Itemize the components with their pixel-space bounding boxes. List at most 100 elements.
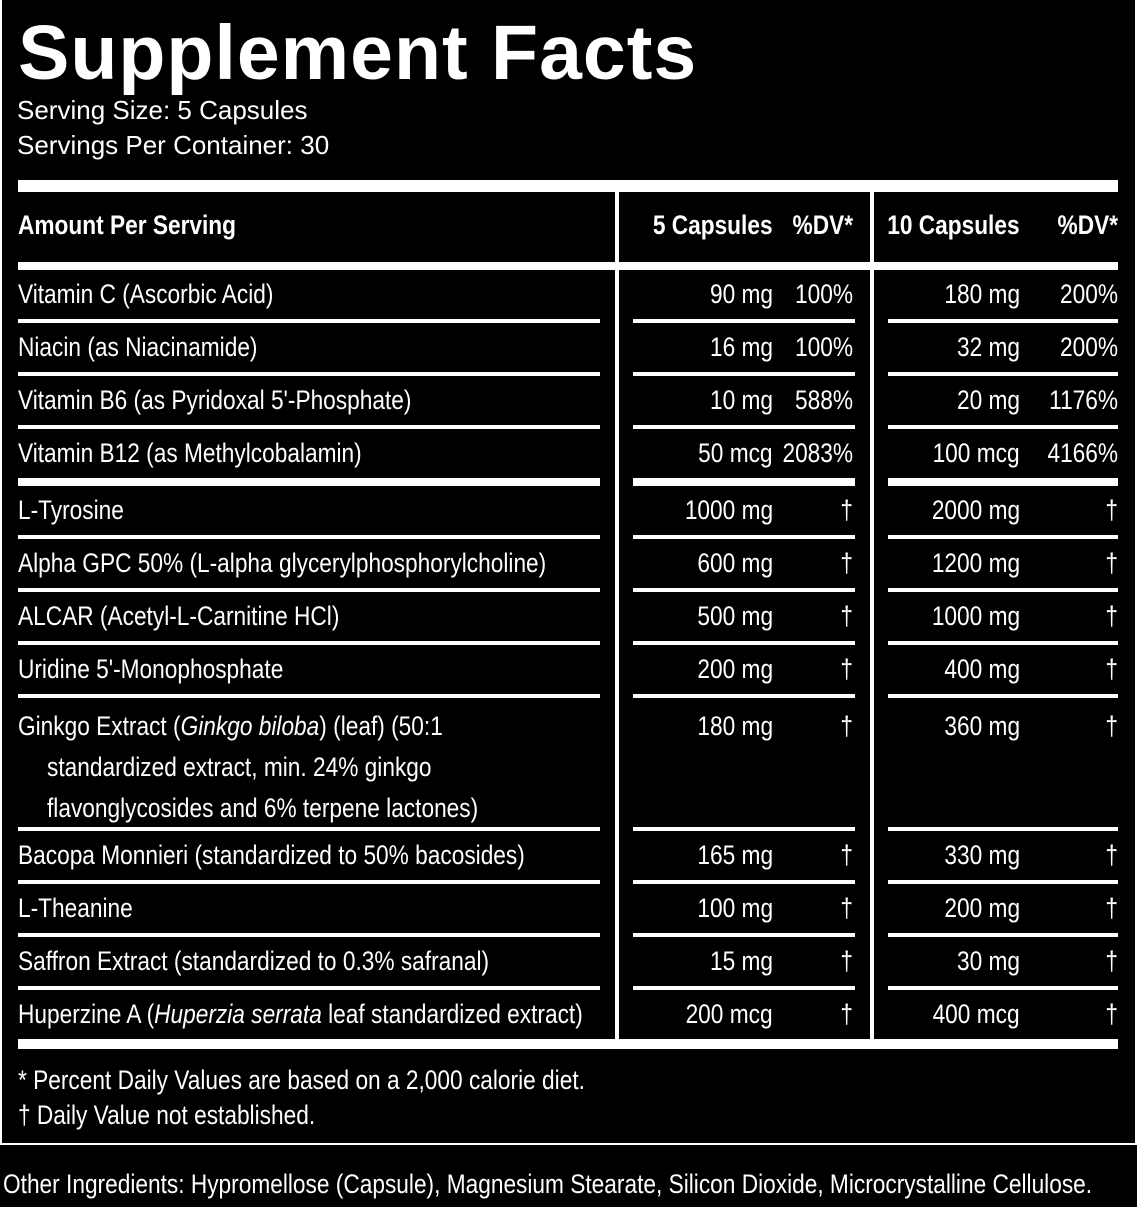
name-segment: ALCAR (Acetyl-L-Carnitine HCl): [18, 601, 340, 631]
dv-5-capsules-cell: †: [838, 937, 853, 990]
amount-10-capsules-cell: 1000 mg: [915, 592, 1020, 645]
header-thick-rule: [18, 262, 1118, 270]
amount-10-capsules: 1000 mg: [931, 601, 1020, 631]
dv-5-capsules: 588%: [794, 385, 853, 415]
amount-5-capsules: 50 mcg: [698, 438, 773, 468]
ingredient-name-line: standardized extract, min. 24% ginkgo: [18, 749, 560, 790]
table-row: Saffron Extract (standardized to 0.3% sa…: [18, 937, 1118, 990]
dv-10-capsules-cell: 200%: [1049, 323, 1118, 376]
table-row: L-Theanine 100 mg † 200 mg †: [18, 884, 1118, 937]
dv-10-capsules-cell: †: [1103, 592, 1118, 645]
dv-10-capsules-cell: †: [1103, 937, 1118, 990]
ingredient-name-text: Saffron Extract (standardized to 0.3% sa…: [18, 937, 489, 986]
dv-5-capsules: †: [840, 893, 853, 923]
ingredient-name: L-Theanine: [18, 884, 155, 937]
dv-5-capsules: 100%: [794, 332, 853, 362]
dv-10-capsules: †: [1105, 654, 1118, 684]
ingredient-name-line: Saffron Extract (standardized to 0.3% sa…: [18, 937, 579, 990]
ingredient-name-line: Niacin (as Niacinamide): [18, 323, 303, 376]
amount-10-capsules: 1200 mg: [931, 548, 1020, 578]
row-rule: [888, 880, 1118, 884]
row-rule: [18, 535, 600, 539]
dv-5-capsules-cell: 100%: [784, 270, 853, 323]
dv-5-capsules-cell: †: [838, 990, 853, 1043]
amount-5-capsules-cell: 180 mg: [683, 708, 773, 749]
ingredient-name-line: L-Tyrosine: [18, 486, 144, 539]
row-rule: [18, 319, 600, 323]
footnote-daily-value: * Percent Daily Values are based on a 2,…: [18, 1062, 693, 1098]
ingredient-name-line: Vitamin C (Ascorbic Acid): [18, 270, 322, 323]
row-rule: [888, 694, 1118, 698]
top-thick-rule: [18, 180, 1118, 192]
dv-5-capsules: †: [840, 601, 853, 631]
ingredient-name: Vitamin B12 (as Methylcobalamin): [18, 429, 427, 482]
amount-10-capsules: 180 mg: [944, 279, 1020, 309]
row-rule: [888, 827, 1118, 831]
dv-10-capsules: 4166%: [1047, 438, 1118, 468]
row-rule: [633, 827, 855, 831]
amount-10-capsules-cell: 360 mg: [930, 708, 1020, 749]
ingredient-name-text: Huperzine A (Huperzia serrata leaf stand…: [18, 990, 583, 1039]
amount-10-capsules-cell: 32 mg: [945, 323, 1020, 376]
row-rule: [888, 535, 1118, 539]
dv-5-capsules-cell: †: [838, 592, 853, 645]
row-rule: [18, 641, 600, 645]
name-segment: flavonglycosides and 6% terpene lactones…: [47, 793, 479, 823]
amount-10-capsules-cell: 330 mg: [930, 831, 1020, 884]
table-row: Vitamin B12 (as Methylcobalamin) 50 mcg 20…: [18, 429, 1118, 486]
dv-5-capsules: †: [840, 711, 853, 741]
row-rule: [18, 588, 600, 592]
row-rule: [18, 986, 600, 990]
row-rule: [888, 588, 1118, 592]
column-divider: [615, 192, 619, 1039]
amount-10-capsules-cell: 400 mg: [930, 645, 1020, 698]
ingredient-name-text: Vitamin B12 (as Methylcobalamin): [18, 429, 362, 478]
dv-5-capsules-cell: †: [838, 645, 853, 698]
amount-10-capsules-cell: 1200 mg: [915, 539, 1020, 592]
ingredient-name: Vitamin B6 (as Pyridoxal 5'-Phosphate): [18, 376, 486, 429]
amount-5-capsules: 1000 mg: [684, 495, 773, 525]
ingredient-name-line: Ginkgo Extract (Ginkgo biloba) (leaf) (5…: [18, 708, 560, 749]
dv-10-capsules: 1176%: [1049, 385, 1118, 415]
name-segment: leaf standardized extract): [321, 999, 583, 1029]
dv-5-capsules: †: [840, 840, 853, 870]
row-rule: [888, 478, 1118, 486]
amount-10-capsules: 330 mg: [944, 840, 1020, 870]
row-rule: [633, 588, 855, 592]
ingredient-name-line: ALCAR (Acetyl-L-Carnitine HCl): [18, 592, 401, 645]
dv-5-capsules: †: [840, 654, 853, 684]
dv-10-capsules-cell: 200%: [1049, 270, 1118, 323]
dv-10-capsules: †: [1105, 711, 1118, 741]
name-segment: Alpha GPC 50% (L-alpha glycerylphosphory…: [18, 548, 547, 578]
ingredient-name-line: Vitamin B6 (as Pyridoxal 5'-Phosphate): [18, 376, 486, 429]
dv-10-capsules: 200%: [1059, 279, 1118, 309]
ingredient-name-text: Uridine 5'-Monophosphate: [18, 645, 283, 694]
dv-5-capsules-cell: 588%: [784, 376, 853, 429]
amount-10-capsules: 30 mg: [956, 946, 1020, 976]
amount-10-capsules: 360 mg: [944, 711, 1020, 741]
ingredient-name: Huperzine A (Huperzia serrata leaf stand…: [18, 990, 690, 1043]
table-row: Niacin (as Niacinamide) 16 mg 100% 32 mg 200…: [18, 323, 1118, 376]
amount-5-capsules-cell: 200 mcg: [669, 990, 773, 1043]
ingredient-name-text: Vitamin C (Ascorbic Acid): [18, 270, 273, 319]
amount-per-serving-header: Amount Per Serving: [18, 210, 237, 240]
ingredient-name-text: Niacin (as Niacinamide): [18, 323, 257, 372]
amount-5-capsules-cell: 500 mg: [683, 592, 773, 645]
row-rule: [888, 425, 1118, 429]
amount-5-capsules: 90 mg: [709, 279, 773, 309]
table-row: Ginkgo Extract (Ginkgo biloba) (leaf) (5…: [18, 698, 1118, 831]
table-row: L-Tyrosine 1000 mg † 2000 mg †: [18, 486, 1118, 539]
name-segment: Saffron Extract (standardized to 0.3% sa…: [18, 946, 490, 976]
dv-10-capsules-cell: †: [1103, 539, 1118, 592]
dv-5-capsules: 100%: [794, 279, 853, 309]
amount-5-capsules-cell: 90 mg: [698, 270, 773, 323]
amount-5-capsules: 100 mg: [697, 893, 773, 923]
table-row: Bacopa Monnieri (standardized to 50% bac…: [18, 831, 1118, 884]
dv-5-capsules: †: [840, 495, 853, 525]
amount-10-capsules: 200 mg: [944, 893, 1020, 923]
dv-10-capsules: †: [1105, 601, 1118, 631]
row-rule: [888, 319, 1118, 323]
row-rule: [633, 694, 855, 698]
ingredient-name-line: Vitamin B12 (as Methylcobalamin): [18, 429, 427, 482]
ingredient-name-text: L-Tyrosine: [18, 486, 124, 535]
